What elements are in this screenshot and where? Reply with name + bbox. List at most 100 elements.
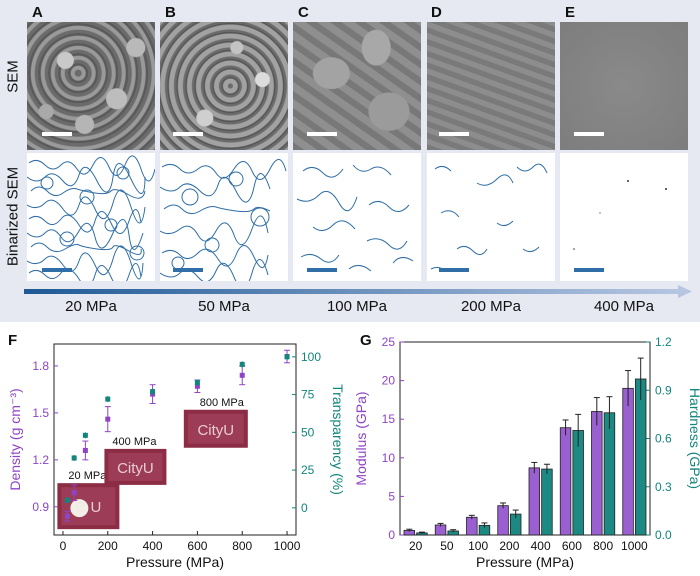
sample-photo-sheen — [61, 487, 116, 526]
panel-label-g: G — [360, 332, 372, 349]
binarized-image-a — [27, 153, 155, 281]
chart-f: 0 200 400 600 800 1000 0.9 1.2 1.5 1.8 0 25 50 75 100 P… — [7, 343, 346, 570]
y-right-axis-label: Transparency (%) — [330, 384, 346, 495]
y-left-tick-label: 25 — [382, 335, 396, 349]
pressure-label: 50 MPa — [198, 298, 250, 315]
x-tick-label: 100 — [468, 539, 488, 553]
sem-image-b — [160, 22, 288, 150]
y-left-axis-label: Modulus (GPa) — [353, 391, 369, 485]
y-right-tick-label: 0.0 — [655, 528, 672, 542]
x-tick-label: 400 — [531, 539, 551, 553]
y-right-tick-label: 1.2 — [655, 335, 672, 349]
x-tick-label: 800 — [593, 539, 613, 553]
sample-text: CityU — [197, 422, 234, 439]
y-right-tick-label: 0.3 — [655, 480, 672, 494]
y-left-tick-label: 5 — [388, 489, 395, 503]
transparency-point — [239, 361, 245, 367]
transparency-point — [105, 396, 111, 402]
sample-photo-sheen — [187, 413, 244, 444]
scale-bar — [574, 268, 604, 272]
transparency-point — [71, 455, 77, 461]
transparency-point — [64, 497, 70, 503]
density-point — [239, 372, 245, 378]
sample-text: CityU — [117, 460, 154, 477]
binarized-image-d — [427, 153, 555, 281]
y-left-tick-label: 20 — [382, 374, 396, 388]
sample-photo-sheen — [108, 452, 163, 481]
sem-image-c — [293, 22, 421, 150]
modulus-bar — [466, 516, 478, 536]
transparency-point — [150, 389, 156, 395]
x-tick-label: 600 — [562, 539, 582, 553]
binarized-image-b — [160, 153, 288, 281]
pressure-label: 400 MPa — [593, 298, 655, 315]
x-tick-label: 20 — [409, 539, 423, 553]
pressure-label: 20 MPa — [65, 298, 117, 315]
y-left-tick-label: 15 — [382, 412, 396, 426]
x-tick-label: 600 — [187, 539, 207, 553]
y-left-tick-label: 0.9 — [32, 500, 49, 514]
pressure-label: 200 MPa — [460, 298, 522, 315]
scale-bar — [173, 268, 203, 272]
transparency-point — [82, 432, 88, 438]
binarized-trace-a — [27, 155, 155, 281]
panel-label-c: C — [298, 4, 309, 21]
transparency-point — [284, 354, 290, 360]
scale-bar — [439, 132, 469, 136]
y-right-tick-label: 25 — [301, 463, 315, 477]
x-tick-label: 200 — [499, 539, 519, 553]
x-tick-label: 800 — [232, 539, 252, 553]
y-left-tick-label: 1.8 — [32, 359, 49, 373]
modulus-bar — [559, 427, 572, 536]
y-right-tick-label: 0.9 — [655, 383, 672, 397]
row-label-binarized: Binarized SEM — [4, 166, 22, 267]
density-point — [64, 513, 70, 519]
y-right-tick-label: 50 — [301, 425, 315, 439]
hardness-bar — [603, 412, 616, 536]
x-tick-label: 200 — [98, 539, 118, 553]
y-left-axis-label: Density (g cm⁻³) — [7, 388, 23, 490]
hardness-bar — [541, 468, 553, 536]
transparency-point — [194, 380, 200, 386]
y-right-tick-label: 0 — [301, 501, 308, 515]
scale-bar — [439, 268, 469, 272]
panel-label-b: B — [165, 4, 176, 21]
modulus-bar — [528, 467, 541, 536]
binarized-trace-b — [160, 159, 287, 281]
sample-annotation: 400 MPa — [112, 436, 157, 448]
chart-g: 0 5 10 15 20 25 0.0 0.3 0.6 0.9 1.2 20 50 100 200 400 60… — [353, 335, 700, 570]
density-point — [71, 490, 77, 496]
modulus-bar — [497, 505, 509, 536]
y-right-tick-label: 0.6 — [655, 432, 672, 446]
density-point — [105, 416, 111, 422]
sem-image-d — [427, 22, 555, 150]
x-tick-label: 0 — [60, 539, 67, 553]
x-tick-label: 1000 — [621, 539, 648, 553]
y-left-tick-label: 0 — [388, 528, 395, 542]
hardness-bar — [634, 378, 647, 536]
x-tick-label: 1000 — [274, 539, 301, 553]
y-right-axis-label: Hardness (GPa) — [687, 388, 700, 489]
scale-bar — [307, 132, 337, 136]
x-axis-label: Pressure (MPa) — [126, 554, 224, 570]
binarized-image-c — [293, 153, 421, 281]
binarized-trace-c — [296, 164, 414, 272]
density-point — [194, 383, 200, 389]
binarized-image-e — [560, 153, 688, 281]
scale-bar — [42, 132, 72, 136]
row-label-sem: SEM — [4, 60, 22, 93]
y-right-tick-label: 100 — [301, 350, 321, 364]
y-left-tick-label: 10 — [382, 451, 396, 465]
y-right-tick-label: 75 — [301, 388, 315, 402]
sample-disc — [70, 499, 89, 518]
x-tick-label: 400 — [143, 539, 163, 553]
panel-label-d: D — [431, 4, 442, 21]
sample-text: C U — [75, 499, 101, 516]
scale-bar — [42, 268, 72, 272]
x-tick-label: 50 — [440, 539, 454, 553]
sem-image-e — [560, 22, 688, 150]
panel-label-e: E — [565, 4, 576, 21]
sample-annotation: 20 MPa — [68, 470, 107, 482]
y-left-tick-label: 1.2 — [32, 453, 49, 467]
pressure-arrow — [24, 285, 692, 298]
